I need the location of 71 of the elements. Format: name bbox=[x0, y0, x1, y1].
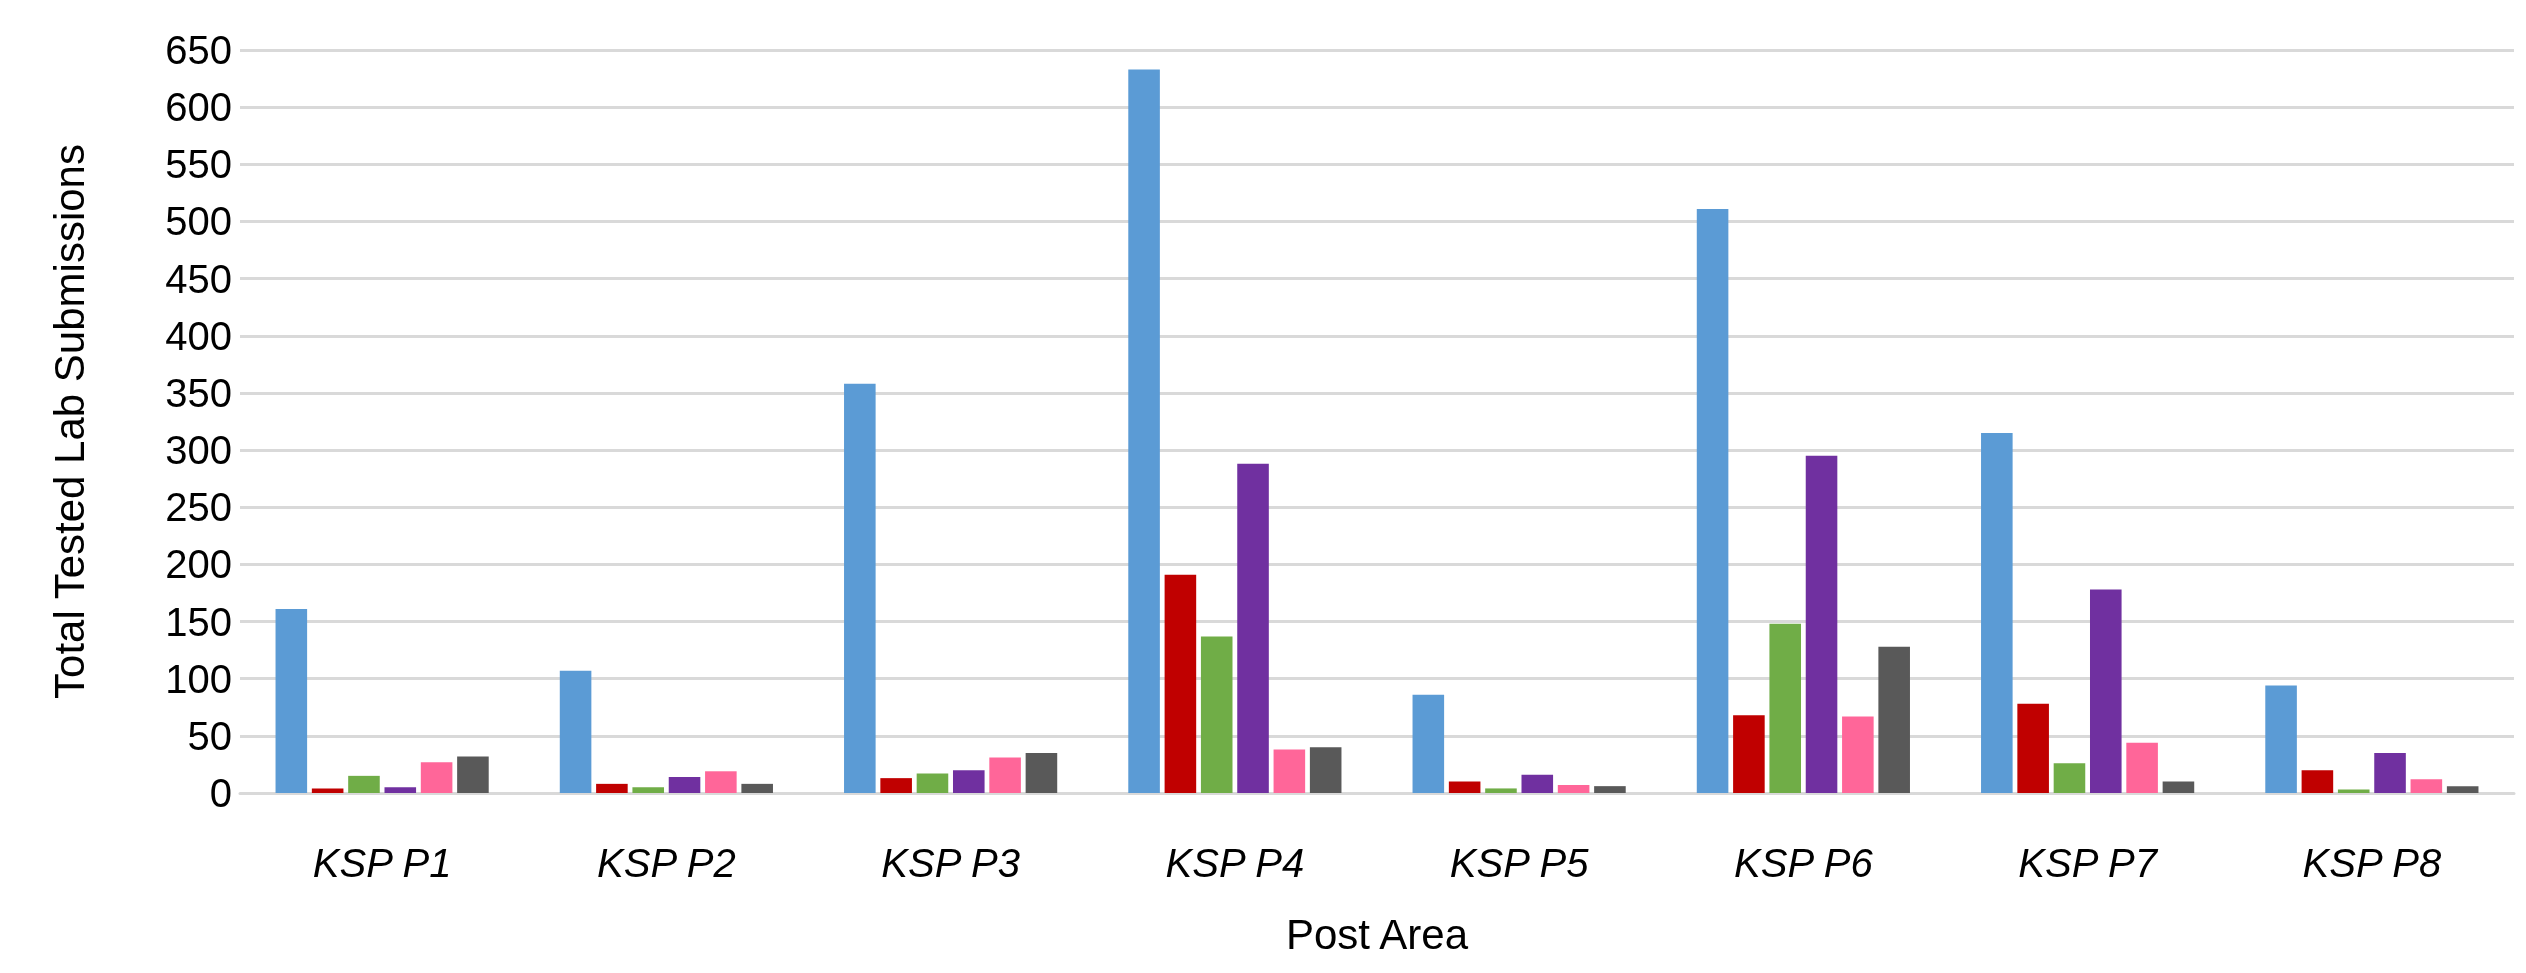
x-tick-label: KSP P1 bbox=[312, 841, 452, 885]
x-tick-label: KSP P5 bbox=[1449, 841, 1590, 885]
bar bbox=[2410, 779, 2443, 793]
bar bbox=[559, 670, 592, 793]
bar bbox=[2053, 763, 2086, 793]
bar bbox=[1842, 716, 1874, 793]
bar bbox=[1412, 694, 1445, 793]
bar bbox=[844, 383, 876, 793]
x-tick-label: KSP P6 bbox=[1734, 841, 1874, 885]
y-tick-label: 100 bbox=[165, 656, 232, 701]
y-tick-label: 350 bbox=[165, 370, 232, 415]
bar bbox=[1237, 463, 1269, 793]
y-tick-label: 450 bbox=[165, 256, 232, 301]
bar bbox=[275, 608, 308, 793]
y-tick-label: 650 bbox=[165, 28, 232, 72]
y-tick-label: 550 bbox=[165, 142, 232, 187]
y-tick-label: 600 bbox=[165, 85, 232, 130]
bar bbox=[952, 770, 985, 793]
y-tick-label: 200 bbox=[165, 542, 232, 587]
bar bbox=[2126, 742, 2158, 793]
bar bbox=[1769, 623, 1802, 793]
bar bbox=[2162, 781, 2195, 793]
y-tick-label: 0 bbox=[209, 771, 232, 815]
x-tick-label: KSP P7 bbox=[2018, 841, 2159, 885]
bar bbox=[1485, 788, 1517, 793]
x-tick-label: KSP P2 bbox=[597, 841, 736, 885]
bar bbox=[1696, 208, 1729, 793]
bar bbox=[632, 787, 665, 793]
x-tick-label: KSP P3 bbox=[881, 841, 1020, 885]
x-axis-title: Post Area bbox=[1285, 910, 1469, 958]
y-tick-label: 150 bbox=[165, 599, 232, 644]
bar bbox=[2301, 770, 2334, 793]
bar bbox=[741, 783, 773, 793]
y-tick-label: 50 bbox=[187, 713, 232, 758]
bar bbox=[880, 778, 912, 793]
bar bbox=[1273, 749, 1306, 793]
bar bbox=[2446, 786, 2479, 793]
bar bbox=[1805, 455, 1838, 793]
bar bbox=[668, 777, 701, 793]
y-axis-title: Total Tested Lab Submissions bbox=[45, 144, 93, 699]
bar bbox=[1309, 747, 1342, 793]
bar bbox=[705, 771, 737, 793]
bar bbox=[1448, 781, 1481, 793]
y-tick-label: 400 bbox=[165, 313, 232, 358]
x-tick-label: KSP P8 bbox=[2302, 841, 2442, 885]
bar bbox=[1128, 69, 1160, 793]
bar bbox=[1878, 646, 1910, 793]
bar bbox=[2265, 685, 2297, 793]
bar bbox=[916, 773, 949, 793]
bar bbox=[348, 775, 380, 793]
y-tick-label: 250 bbox=[165, 485, 232, 530]
x-tick-label: KSP P4 bbox=[1165, 841, 1305, 885]
y-tick-label: 300 bbox=[165, 428, 232, 473]
bar bbox=[2374, 752, 2406, 793]
bar bbox=[1200, 636, 1233, 793]
bar bbox=[1981, 432, 2013, 793]
bar bbox=[1164, 574, 1197, 793]
bar bbox=[1733, 715, 1765, 793]
bar bbox=[457, 756, 489, 793]
bar bbox=[420, 762, 453, 793]
bar bbox=[1557, 785, 1590, 793]
bar bbox=[2089, 589, 2122, 793]
bar bbox=[596, 783, 628, 793]
y-tick-label: 500 bbox=[165, 199, 232, 244]
bar bbox=[1594, 786, 1626, 793]
bar bbox=[1521, 774, 1554, 793]
bar bbox=[384, 787, 417, 793]
bar bbox=[989, 757, 1021, 793]
bar bbox=[311, 788, 344, 793]
bar bbox=[2017, 703, 2049, 793]
bar bbox=[1025, 752, 1058, 793]
